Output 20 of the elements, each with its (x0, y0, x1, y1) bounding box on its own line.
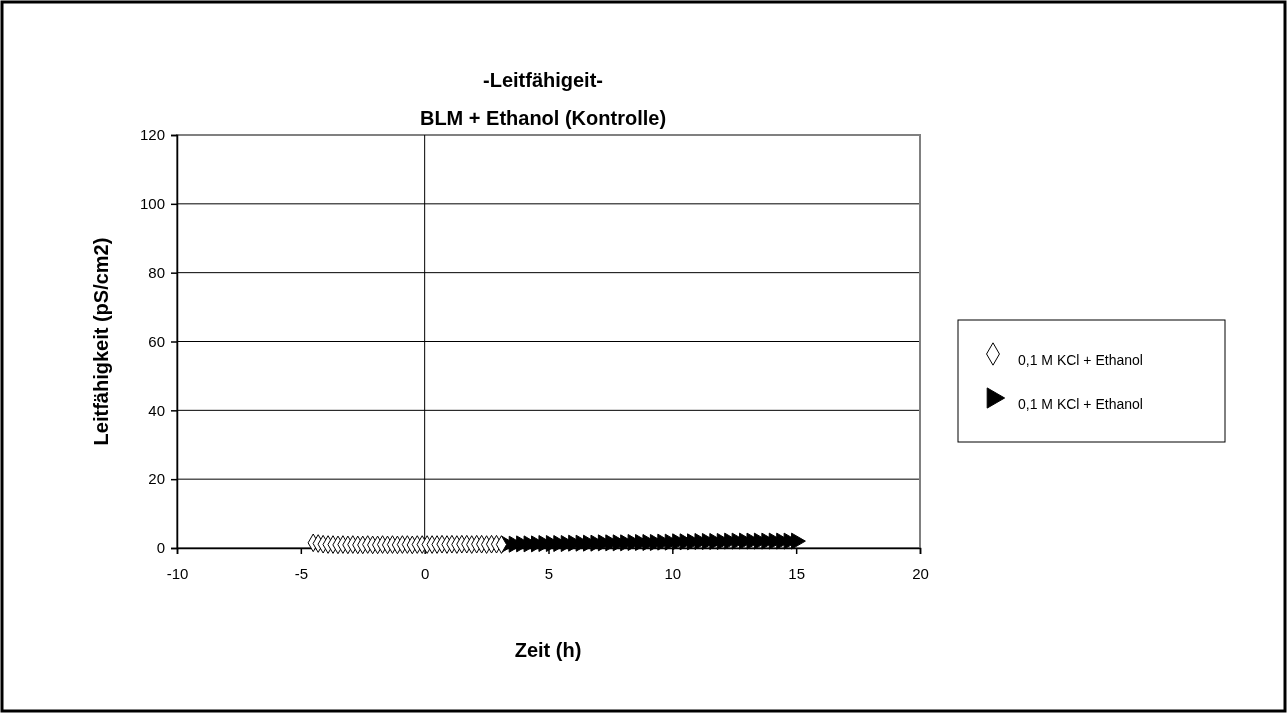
x-tick-label: 0 (420, 564, 430, 582)
y-tick-label: 120 (139, 126, 165, 144)
x-tick-label: -5 (294, 564, 309, 582)
x-tick-label: 10 (664, 564, 682, 582)
y-tick-label: 100 (139, 195, 165, 213)
x-tick-label: 15 (788, 564, 806, 582)
chart-title: -Leitfähigeit- (483, 69, 603, 91)
y-tick-label: 40 (148, 401, 165, 419)
y-tick-label: 20 (148, 470, 165, 488)
legend-label: 0,1 M KCl + Ethanol (1018, 352, 1143, 368)
y-tick-label: 0 (156, 539, 165, 557)
x-tick-label: -10 (166, 564, 189, 582)
y-axis-title: Leitfähigkeit (pS/cm2) (90, 237, 112, 446)
x-tick-label: 5 (544, 564, 554, 582)
x-axis-title: Zeit (h) (514, 639, 582, 661)
x-tick-label: 20 (912, 564, 929, 582)
legend-label: 0,1 M KCl + Ethanol (1018, 396, 1143, 412)
y-tick-label: 80 (148, 263, 165, 281)
y-tick-label: 60 (148, 332, 165, 350)
chart-subtitle: BLM + Ethanol (Kontrolle) (419, 107, 667, 129)
